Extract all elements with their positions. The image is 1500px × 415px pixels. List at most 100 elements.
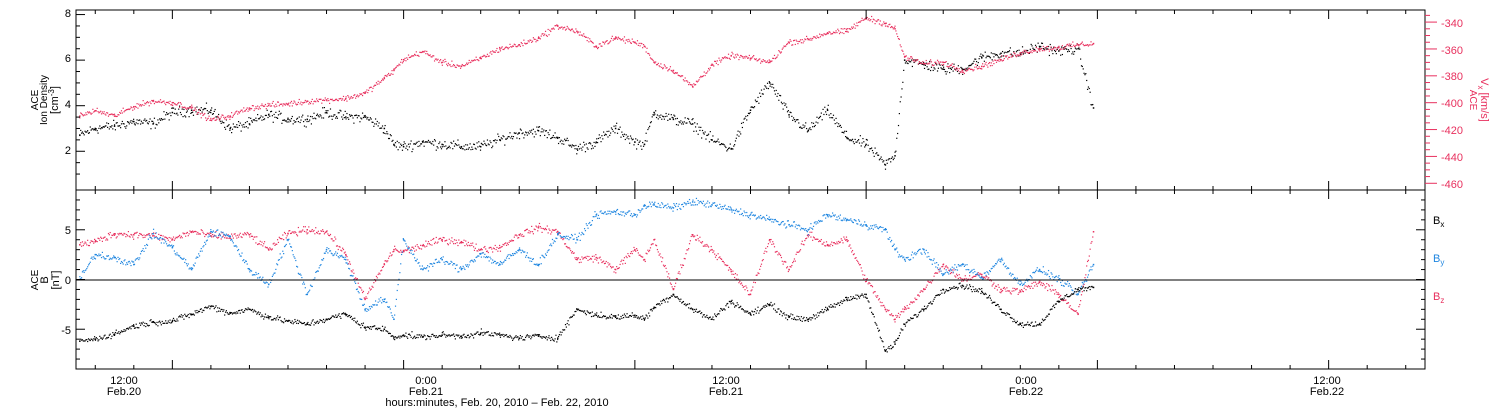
data-point [229,235,231,237]
data-point [1031,45,1033,47]
data-point [164,239,166,241]
data-point [1010,275,1012,277]
data-point [1027,285,1030,287]
data-point [531,40,534,42]
data-point [984,272,986,274]
data-point [897,132,899,135]
data-point [156,101,158,103]
data-point [866,16,868,19]
data-point [529,130,531,132]
data-point [259,117,261,119]
data-point [229,129,231,131]
data-point [247,110,249,112]
data-point [534,38,536,40]
data-point [445,60,447,63]
data-point [618,37,620,40]
data-point [191,111,193,114]
data-point [215,231,217,233]
data-point [351,97,353,99]
data-point [590,224,592,226]
data-point [767,243,770,245]
data-point [1069,45,1071,48]
data-point [1000,58,1002,61]
data-point [174,238,176,240]
data-point [179,102,182,104]
data-point [353,122,355,124]
data-point [592,216,594,218]
data-point [332,240,334,242]
data-point [336,99,339,101]
data-point [966,264,968,266]
data-point [933,67,935,69]
data-point [100,254,102,256]
data-point [1037,48,1039,50]
data-point [402,249,404,252]
data-point [953,65,955,68]
data-point [883,160,885,162]
data-point [163,111,165,113]
data-point [504,47,506,49]
data-point [894,318,896,321]
data-point [1030,276,1032,278]
data-point [792,119,794,121]
data-point [250,120,253,122]
data-point [1080,285,1083,287]
data-point [495,142,497,144]
data-point [556,24,558,26]
data-point [622,38,624,40]
data-point [403,250,405,252]
data-point [255,106,257,108]
data-point [968,269,970,271]
data-point [467,148,469,150]
data-point [772,83,774,85]
data-point [368,89,370,91]
data-point [299,103,301,105]
data-point [243,259,245,261]
data-point [251,121,254,123]
data-point [537,230,539,232]
data-point [634,42,636,44]
data-point [1018,54,1020,56]
data-point [327,109,329,112]
data-point [814,36,816,38]
data-point [146,101,149,103]
data-point [548,249,550,251]
data-point [114,129,117,131]
data-point [134,259,136,261]
data-point [929,281,931,283]
data-point [186,231,188,234]
data-point [1068,50,1070,52]
data-point [226,237,228,239]
data-point [837,219,839,221]
data-point [449,147,451,149]
data-point [502,135,504,137]
data-point [348,267,350,270]
data-point [970,270,972,272]
data-point [191,267,194,270]
data-point [572,252,574,254]
data-point [937,268,939,271]
data-point [148,234,150,236]
data-point [911,65,913,68]
data-point [788,42,790,44]
data-point [80,129,82,132]
data-point [382,300,384,303]
data-point [614,211,617,213]
data-point [154,232,156,235]
data-point [333,114,335,116]
data-point [664,264,666,267]
data-point [571,28,574,30]
data-point [1001,259,1004,261]
data-point [331,253,333,255]
data-point [1054,289,1057,291]
data-point [477,59,479,61]
data-point [142,236,144,239]
data-point [675,72,678,74]
data-point [646,206,648,208]
data-point [762,59,764,61]
data-point [263,241,266,243]
data-point [894,343,896,345]
data-point [165,237,168,239]
data-point [281,103,283,105]
data-point [578,34,580,36]
